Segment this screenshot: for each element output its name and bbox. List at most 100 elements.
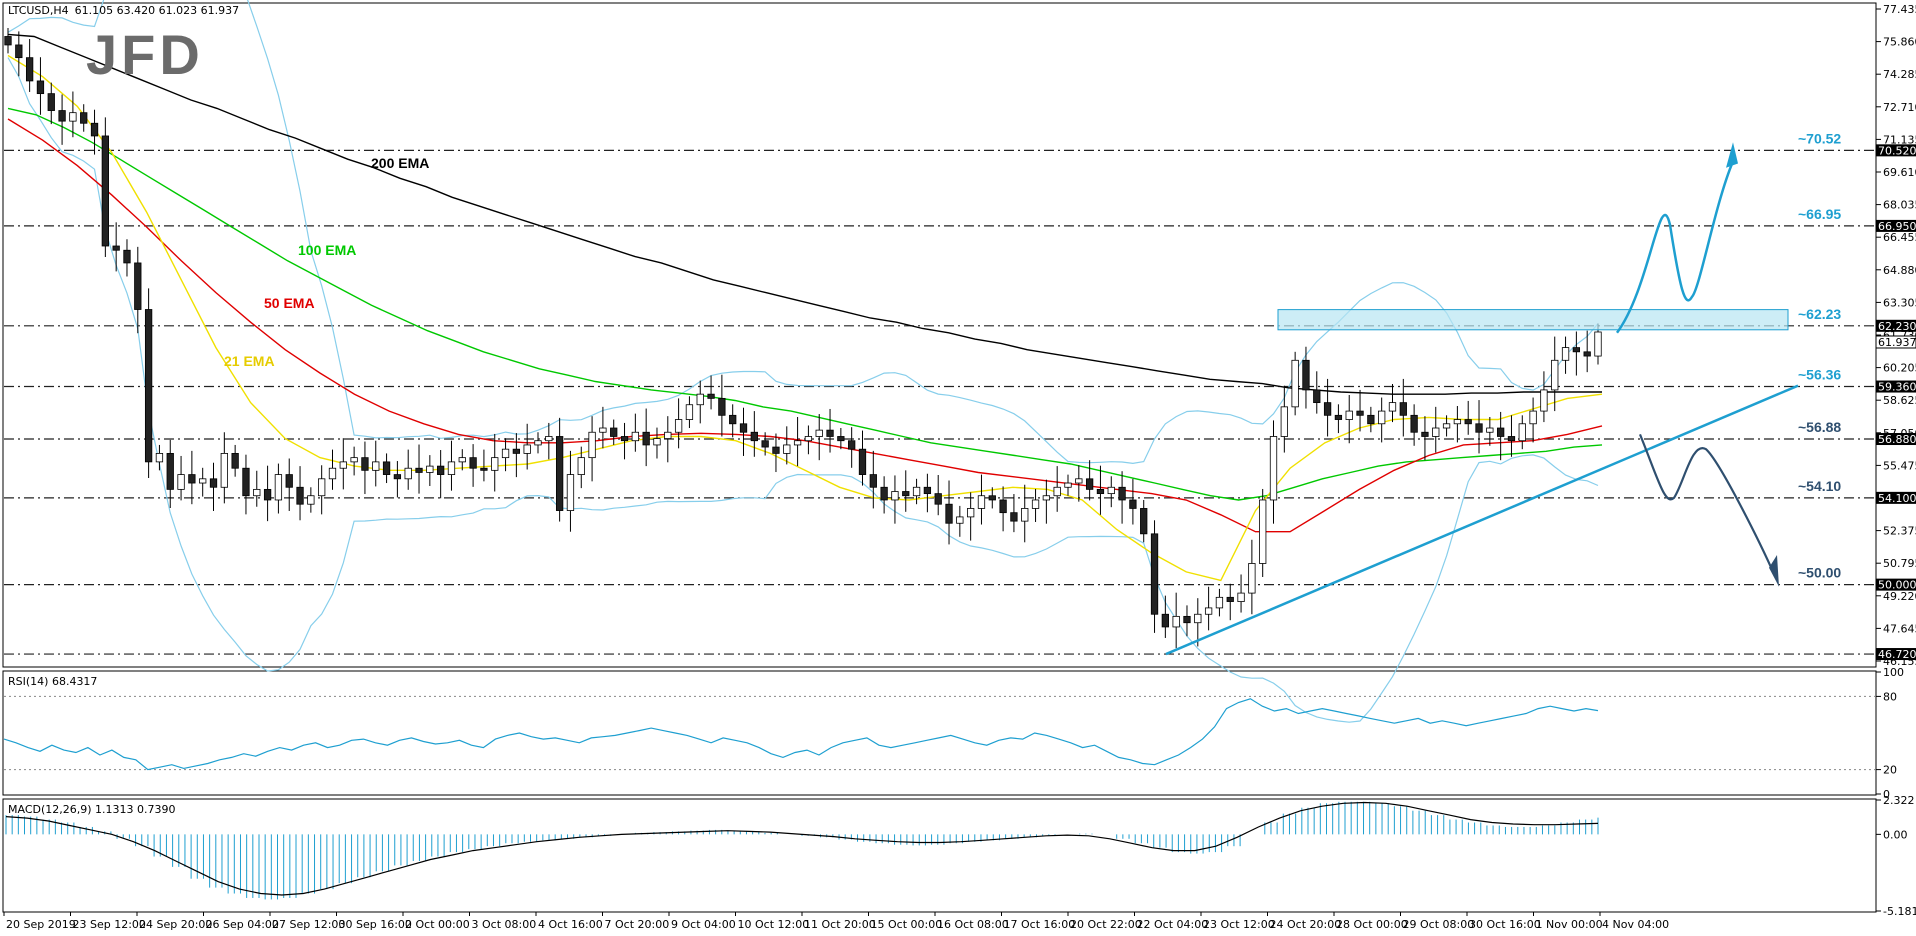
axis-layer: 77.435 75.860 74.285 72.710 71.135 69.610 68.0… bbox=[3, 3, 1916, 931]
candle-body bbox=[1010, 512, 1018, 522]
ema-line-21ema bbox=[7, 54, 1603, 582]
ema50-label: 50 EMA bbox=[264, 295, 315, 311]
level-label: ~62.23 bbox=[1798, 306, 1841, 322]
level-label: ~50.00 bbox=[1798, 565, 1841, 581]
x-tick-label: 27 Sep 12:00 bbox=[272, 918, 345, 931]
x-tick-label: 3 Oct 08:00 bbox=[472, 918, 537, 931]
candle-body bbox=[826, 429, 834, 437]
candle-body bbox=[426, 465, 434, 473]
x-tick-label: 20 Sep 2019 bbox=[6, 918, 76, 931]
level-price-tag bbox=[1876, 319, 1916, 332]
candle-body bbox=[1497, 427, 1505, 437]
candle-body bbox=[783, 444, 791, 454]
ema21-label: 21 EMA bbox=[224, 353, 275, 369]
y-tick-label: 71.135 bbox=[1883, 133, 1916, 146]
candle-body bbox=[664, 431, 672, 439]
candle-body bbox=[274, 474, 283, 501]
resistance-zone bbox=[1277, 309, 1789, 331]
candle-body bbox=[469, 457, 477, 469]
candle-body bbox=[231, 453, 239, 469]
candle-body bbox=[209, 478, 218, 488]
y-tick-label: 60.205 bbox=[1883, 362, 1916, 375]
candle-body bbox=[967, 508, 975, 518]
level-price-tag-text: 70.520 bbox=[1878, 144, 1916, 157]
candle-body bbox=[69, 112, 77, 122]
candle-body bbox=[1259, 499, 1267, 564]
candle-body bbox=[1204, 607, 1213, 615]
level-price-tag-text: 46.720 bbox=[1878, 648, 1916, 661]
trendline bbox=[1165, 384, 1799, 656]
rsi-tick-label: 0 bbox=[1883, 788, 1890, 801]
x-tick-label: 23 Sep 12:00 bbox=[73, 918, 146, 931]
candle-body bbox=[1075, 478, 1083, 484]
level-label: ~56.88 bbox=[1798, 419, 1841, 435]
candle-body bbox=[815, 429, 823, 437]
candle-body bbox=[296, 486, 304, 505]
y-tick-label: 50.795 bbox=[1883, 557, 1916, 570]
main-panel bbox=[2, 2, 1877, 668]
current-price-tag bbox=[1875, 335, 1916, 349]
level-label: ~54.10 bbox=[1798, 478, 1841, 494]
candle-body bbox=[1388, 402, 1397, 412]
candle-body bbox=[447, 461, 456, 475]
candle-body bbox=[610, 427, 618, 437]
level-price-tag bbox=[1876, 380, 1916, 393]
level-price-tag-text: 50.000 bbox=[1878, 579, 1916, 592]
candle-body bbox=[934, 493, 942, 505]
candle-body bbox=[761, 440, 769, 448]
candle-body bbox=[58, 110, 66, 122]
candle-body bbox=[80, 112, 88, 124]
candle-body bbox=[404, 467, 412, 480]
candle-body bbox=[1280, 406, 1288, 437]
rsi-tick-label: 80 bbox=[1883, 690, 1897, 703]
candle-body bbox=[1118, 486, 1126, 501]
candle-body bbox=[382, 461, 391, 475]
y-tick-label: 47.645 bbox=[1883, 622, 1916, 635]
y-tick-label: 49.220 bbox=[1883, 590, 1916, 603]
level-price-tag-text: 54.100 bbox=[1878, 492, 1916, 505]
y-tick-label: 72.710 bbox=[1883, 101, 1916, 114]
candle-body bbox=[956, 516, 964, 524]
candle-body bbox=[858, 448, 867, 475]
y-tick-label: 64.880 bbox=[1883, 264, 1916, 277]
x-tick-label: 29 Oct 08:00 bbox=[1403, 918, 1475, 931]
candle-body bbox=[1096, 488, 1105, 495]
x-tick-label: 1 Nov 00:00 bbox=[1536, 918, 1603, 931]
candle-body bbox=[837, 436, 845, 442]
candle-body bbox=[285, 474, 293, 488]
candle-body bbox=[902, 491, 910, 497]
x-tick-label: 20 Oct 22:00 bbox=[1070, 918, 1142, 931]
candle-body bbox=[685, 404, 694, 420]
level-price-tag bbox=[1876, 491, 1916, 504]
candle-body bbox=[1237, 592, 1245, 602]
candle-body bbox=[1572, 347, 1581, 353]
candle-body bbox=[1107, 486, 1115, 495]
projection-up-arrowhead bbox=[1726, 142, 1738, 168]
candle-body bbox=[415, 467, 423, 473]
y-tick-label: 63.305 bbox=[1883, 296, 1916, 309]
x-tick-label: 2 Oct 00:00 bbox=[405, 918, 470, 931]
candle-body bbox=[1486, 427, 1494, 433]
candle-body bbox=[1594, 331, 1602, 357]
candle-body bbox=[1313, 389, 1321, 404]
rsi-tick-label: 20 bbox=[1883, 764, 1897, 777]
candle-body bbox=[1140, 508, 1148, 535]
macd-title: MACD(12,26,9) 1.1313 0.7390 bbox=[8, 803, 176, 816]
candle-body bbox=[977, 495, 986, 509]
candle-body bbox=[1064, 482, 1072, 488]
candle-body bbox=[1453, 419, 1462, 425]
candle-body bbox=[1551, 359, 1559, 391]
y-tick-label: 74.285 bbox=[1883, 68, 1916, 81]
candle-body bbox=[880, 486, 888, 501]
candle-body bbox=[555, 436, 564, 511]
candle-body bbox=[188, 474, 196, 484]
main-chart-layer: ~70.52 ~66.95 ~62.23 ~56.36 ~56.88 ~54.10 ~50.… bbox=[4, 0, 1875, 723]
rsi-tick-label: 100 bbox=[1883, 666, 1904, 679]
candle-body bbox=[123, 249, 131, 264]
candle-body bbox=[945, 503, 953, 524]
candle-body bbox=[869, 474, 877, 488]
ema100-label: 100 EMA bbox=[298, 242, 356, 258]
candle-body bbox=[1085, 478, 1094, 490]
candle-body bbox=[848, 440, 856, 450]
level-label: ~66.95 bbox=[1798, 206, 1841, 222]
